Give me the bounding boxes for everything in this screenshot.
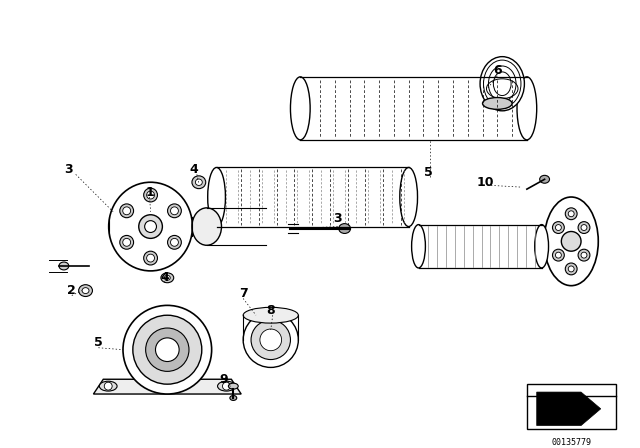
Ellipse shape	[535, 224, 548, 268]
Circle shape	[170, 238, 179, 246]
Circle shape	[561, 232, 581, 251]
Ellipse shape	[480, 56, 524, 111]
Ellipse shape	[230, 396, 237, 401]
Text: 4: 4	[160, 271, 169, 284]
Circle shape	[578, 249, 590, 261]
Circle shape	[578, 222, 590, 233]
Text: 4: 4	[189, 163, 198, 176]
Circle shape	[168, 236, 181, 249]
Ellipse shape	[59, 262, 69, 270]
Ellipse shape	[195, 179, 202, 185]
Circle shape	[565, 263, 577, 275]
Circle shape	[552, 249, 564, 261]
Circle shape	[120, 204, 134, 218]
Circle shape	[223, 382, 230, 390]
Polygon shape	[537, 392, 601, 426]
Circle shape	[147, 191, 154, 199]
Text: 1: 1	[145, 185, 154, 198]
Ellipse shape	[483, 98, 512, 109]
Circle shape	[568, 211, 574, 217]
Circle shape	[147, 254, 154, 262]
Circle shape	[123, 238, 131, 246]
Ellipse shape	[517, 77, 537, 140]
Ellipse shape	[400, 168, 417, 227]
Circle shape	[568, 266, 574, 272]
Bar	[527, 384, 616, 428]
Circle shape	[104, 382, 112, 390]
Text: 3: 3	[65, 163, 73, 176]
Text: 9: 9	[219, 373, 228, 386]
Ellipse shape	[82, 288, 89, 293]
Ellipse shape	[192, 208, 221, 246]
Circle shape	[251, 320, 291, 360]
Circle shape	[139, 215, 163, 238]
Circle shape	[120, 236, 134, 249]
Circle shape	[168, 204, 181, 218]
Ellipse shape	[339, 224, 351, 233]
Ellipse shape	[412, 224, 426, 268]
Ellipse shape	[161, 273, 173, 283]
Text: 5: 5	[94, 336, 103, 349]
Ellipse shape	[109, 182, 193, 271]
Circle shape	[146, 328, 189, 371]
Ellipse shape	[208, 168, 225, 227]
Text: 7: 7	[239, 287, 248, 300]
Circle shape	[145, 221, 156, 233]
Circle shape	[156, 338, 179, 362]
Text: 10: 10	[477, 176, 494, 189]
Text: 2: 2	[67, 284, 76, 297]
Circle shape	[133, 315, 202, 384]
Circle shape	[556, 252, 561, 258]
Text: 8: 8	[266, 304, 275, 317]
Ellipse shape	[192, 176, 205, 189]
Circle shape	[556, 224, 561, 231]
Circle shape	[170, 207, 179, 215]
Ellipse shape	[291, 77, 310, 140]
Ellipse shape	[218, 381, 236, 391]
Circle shape	[143, 188, 157, 202]
Text: 6: 6	[493, 65, 502, 78]
Circle shape	[581, 224, 587, 231]
Circle shape	[581, 252, 587, 258]
Polygon shape	[93, 379, 241, 394]
Circle shape	[143, 251, 157, 265]
Ellipse shape	[243, 307, 298, 323]
Circle shape	[123, 306, 212, 394]
Ellipse shape	[164, 276, 170, 280]
Text: 00135779: 00135779	[551, 438, 591, 448]
Ellipse shape	[196, 213, 218, 241]
Ellipse shape	[544, 197, 598, 286]
Text: 5: 5	[424, 166, 433, 179]
Ellipse shape	[99, 381, 117, 391]
Circle shape	[552, 222, 564, 233]
Ellipse shape	[540, 175, 550, 183]
Ellipse shape	[228, 383, 238, 389]
Circle shape	[260, 329, 282, 351]
Circle shape	[565, 208, 577, 220]
Ellipse shape	[79, 284, 92, 297]
Circle shape	[123, 207, 131, 215]
Circle shape	[243, 312, 298, 367]
Text: 3: 3	[333, 212, 342, 225]
